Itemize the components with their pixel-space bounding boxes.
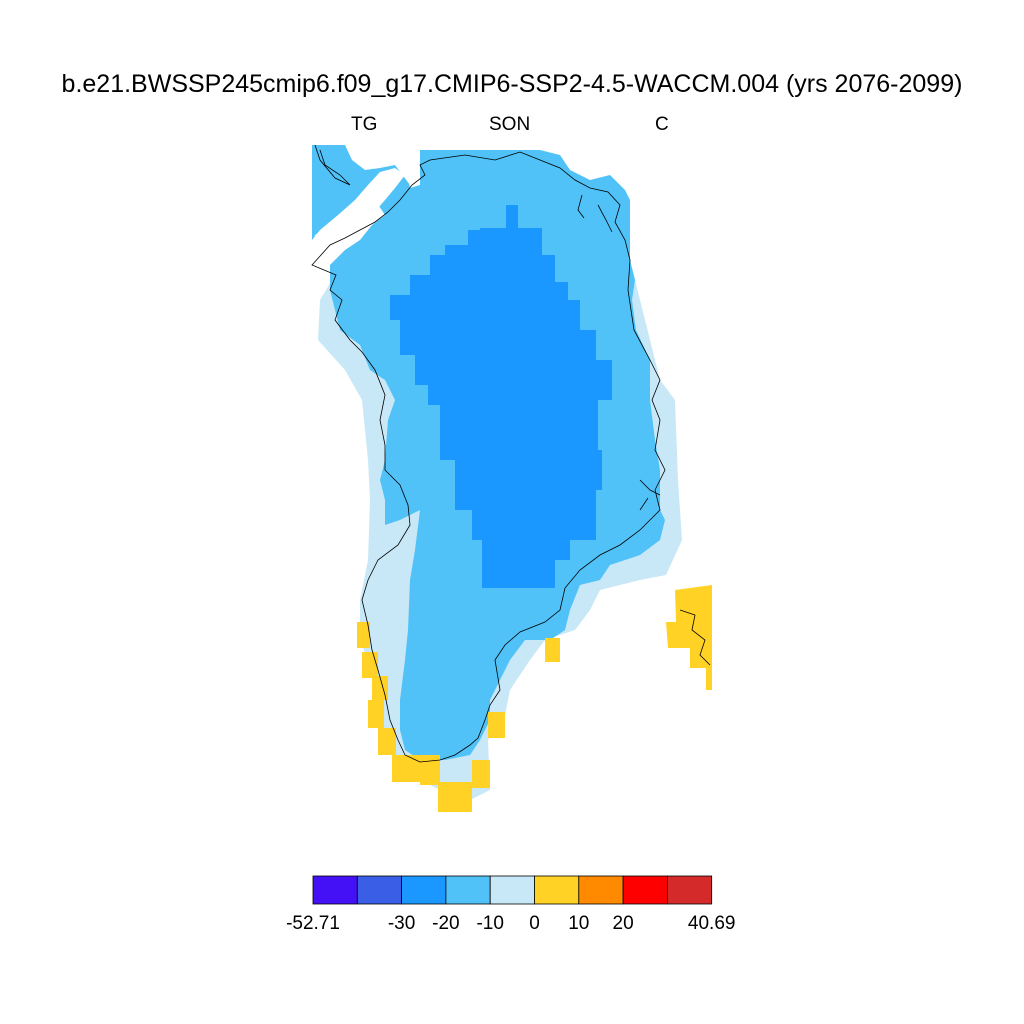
colorbar-label: -30	[388, 913, 415, 934]
colorbar-label: -52.71	[286, 913, 340, 934]
colorbar-box	[578, 875, 624, 905]
colorbar-box	[312, 875, 358, 905]
colorbar-label: 40.69	[688, 913, 736, 934]
region-positive-patches	[357, 585, 712, 812]
region-interior-core	[390, 205, 612, 588]
season-label: SON	[489, 114, 531, 135]
colorbar-label: 20	[613, 913, 634, 934]
colorbar-box	[445, 875, 491, 905]
units-label: C	[655, 114, 669, 135]
colorbar-label: 0	[529, 913, 540, 934]
colorbar-box	[667, 875, 713, 905]
variable-label: TG	[351, 114, 378, 135]
colorbar-box	[489, 875, 535, 905]
northwest-gap	[312, 168, 405, 265]
colorbar-box	[356, 875, 402, 905]
colorbar-box	[534, 875, 580, 905]
colorbar-label: 10	[568, 913, 589, 934]
colorbar-box	[401, 875, 447, 905]
northwest-gap-2	[405, 150, 420, 188]
colorbar-label: -10	[476, 913, 503, 934]
plot-title: b.e21.BWSSP245cmip6.f09_g17.CMIP6-SSP2-4…	[61, 70, 963, 98]
colorbar-label: -20	[432, 913, 459, 934]
coastline	[311, 144, 711, 763]
colorbar-box	[622, 875, 668, 905]
